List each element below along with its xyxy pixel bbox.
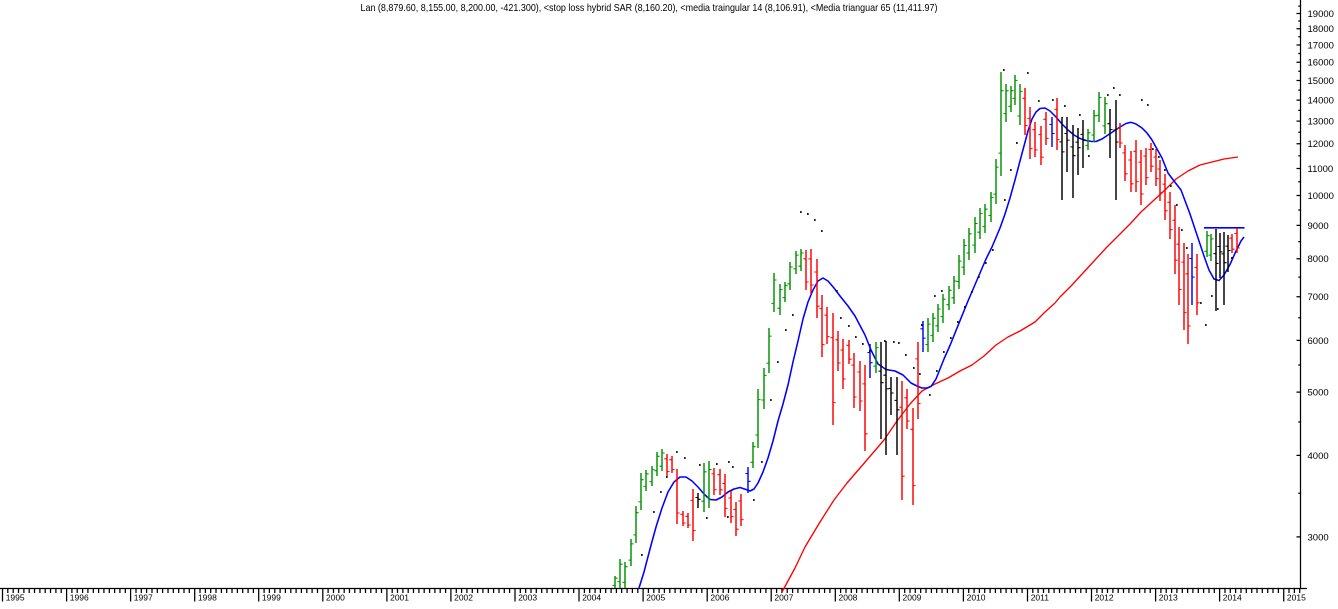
svg-text:2012: 2012 <box>1095 593 1114 603</box>
svg-text:Lan (8,879.60, 8,155.00, 8,200: Lan (8,879.60, 8,155.00, 8,200.00, -421.… <box>361 2 938 14</box>
svg-text:5000: 5000 <box>1308 388 1329 399</box>
svg-text:3000: 3000 <box>1308 532 1329 543</box>
svg-text:2010: 2010 <box>967 593 986 603</box>
svg-text:2007: 2007 <box>774 593 793 603</box>
svg-text:2002: 2002 <box>454 593 473 603</box>
svg-text:1995: 1995 <box>6 593 25 603</box>
svg-text:17000: 17000 <box>1308 40 1334 51</box>
svg-text:16000: 16000 <box>1308 58 1334 69</box>
svg-text:2009: 2009 <box>903 593 922 603</box>
svg-text:7000: 7000 <box>1308 292 1329 303</box>
svg-text:2006: 2006 <box>710 593 729 603</box>
svg-text:1999: 1999 <box>262 593 281 603</box>
svg-text:1996: 1996 <box>70 593 89 603</box>
svg-text:2003: 2003 <box>518 593 537 603</box>
svg-text:8000: 8000 <box>1308 254 1329 265</box>
svg-text:12000: 12000 <box>1308 139 1334 150</box>
svg-text:11000: 11000 <box>1308 164 1334 175</box>
svg-text:18000: 18000 <box>1308 24 1334 35</box>
svg-text:15000: 15000 <box>1308 76 1334 87</box>
svg-text:13000: 13000 <box>1308 117 1334 128</box>
svg-text:2015: 2015 <box>1287 593 1306 603</box>
svg-text:2005: 2005 <box>646 593 665 603</box>
svg-text:19000: 19000 <box>1308 9 1334 20</box>
svg-text:10000: 10000 <box>1308 191 1334 202</box>
svg-text:2013: 2013 <box>1159 593 1178 603</box>
svg-text:1998: 1998 <box>198 593 217 603</box>
svg-text:2008: 2008 <box>839 593 858 603</box>
svg-text:1997: 1997 <box>134 593 153 603</box>
svg-text:4000: 4000 <box>1308 451 1329 462</box>
svg-text:2001: 2001 <box>390 593 409 603</box>
svg-text:9000: 9000 <box>1308 221 1329 232</box>
svg-text:2011: 2011 <box>1031 593 1050 603</box>
svg-text:2014: 2014 <box>1223 593 1242 603</box>
svg-text:2000: 2000 <box>326 593 345 603</box>
svg-text:14000: 14000 <box>1308 96 1334 107</box>
svg-text:6000: 6000 <box>1308 336 1329 347</box>
svg-text:2004: 2004 <box>582 593 601 603</box>
